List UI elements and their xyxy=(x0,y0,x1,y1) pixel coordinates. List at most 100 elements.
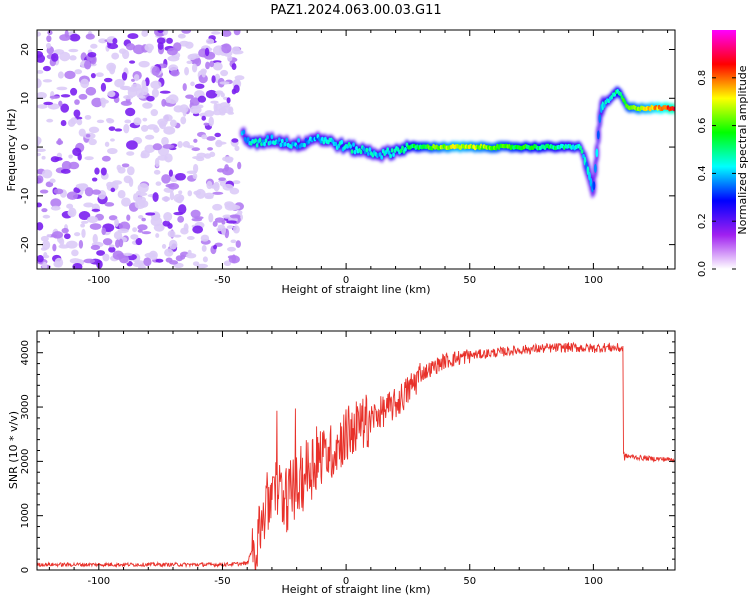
noise-blob xyxy=(45,181,54,188)
noise-blob xyxy=(121,49,130,60)
noise-blob xyxy=(237,210,243,215)
trace-core-cell xyxy=(404,146,407,152)
noise-blob xyxy=(162,144,175,149)
noise-blob xyxy=(141,217,146,222)
trace-core-cell xyxy=(320,136,324,142)
noise-blob xyxy=(91,177,98,182)
colorbar-ticks: 0.0 0.2 0.4 0.6 0.8 xyxy=(697,70,736,277)
noise-blob xyxy=(46,35,52,43)
noise-blob xyxy=(138,95,146,99)
noise-blob xyxy=(150,109,159,117)
trace-core-cell xyxy=(623,100,627,105)
noise-blob xyxy=(84,114,92,120)
noise-blob xyxy=(196,263,209,269)
noise-blob xyxy=(142,102,153,109)
noise-blob xyxy=(91,189,102,195)
noise-blob xyxy=(154,157,160,168)
noise-blob xyxy=(88,138,97,146)
noise-blob xyxy=(37,202,42,208)
noise-blob xyxy=(205,38,215,45)
noise-blob xyxy=(186,170,198,175)
noise-blob xyxy=(195,156,205,162)
noise-blob xyxy=(137,192,148,196)
noise-blob xyxy=(43,101,54,106)
noise-blob xyxy=(226,246,237,252)
noise-blob xyxy=(80,78,90,89)
noise-blob xyxy=(155,181,162,186)
noise-blob xyxy=(175,196,184,204)
noise-blob xyxy=(66,203,74,209)
noise-blob xyxy=(220,69,229,77)
noise-blob xyxy=(184,66,190,76)
noise-blob xyxy=(91,97,103,108)
noise-blob xyxy=(132,227,138,233)
noise-blob xyxy=(57,138,62,146)
noise-blob xyxy=(161,196,171,202)
noise-blob xyxy=(162,114,173,122)
noise-blob xyxy=(169,119,177,127)
noise-blob xyxy=(221,225,226,236)
noise-blob xyxy=(115,239,120,248)
noise-blob xyxy=(214,132,221,138)
noise-blob xyxy=(128,60,136,64)
colorbar-tick-label: 0.2 xyxy=(697,213,708,229)
noise-blob xyxy=(76,118,83,126)
noise-blob xyxy=(133,117,142,126)
noise-blob xyxy=(100,82,107,92)
noise-blob xyxy=(104,141,110,147)
noise-blob xyxy=(37,254,44,263)
noise-blob xyxy=(177,33,186,39)
noise-blob xyxy=(187,54,197,61)
noise-blob xyxy=(69,33,81,42)
trace-core-cell xyxy=(592,181,596,191)
noise-blob xyxy=(100,167,107,176)
trace-core-cell xyxy=(255,143,259,148)
noise-blob xyxy=(202,256,208,263)
noise-blob xyxy=(223,260,232,267)
y-tick-label: 1000 xyxy=(20,503,31,528)
noise-blob xyxy=(144,134,155,140)
noise-blob xyxy=(219,81,230,85)
trace-core-cell xyxy=(246,136,250,142)
trace-core-cell xyxy=(283,141,287,147)
noise-blob xyxy=(230,239,237,244)
trace-core-cell xyxy=(285,137,289,143)
noise-blob xyxy=(92,233,98,244)
noise-blob xyxy=(81,228,86,238)
noise-blob xyxy=(226,220,237,224)
spectrogram-frame xyxy=(36,29,676,270)
noise-blob xyxy=(50,198,62,208)
noise-blob xyxy=(73,186,81,194)
noise-blob xyxy=(168,64,179,72)
noise-blob xyxy=(41,155,46,160)
noise-blob xyxy=(112,250,124,260)
y-tick-label: 4000 xyxy=(20,340,31,365)
snr-y-ticks: 0 1000 2000 3000 4000 xyxy=(20,340,675,573)
noise-blob xyxy=(135,237,143,246)
spectrogram-ylabel: Frequency (Hz) xyxy=(5,109,18,192)
noise-blob xyxy=(49,95,60,99)
noise-blob xyxy=(218,107,227,114)
noise-blob xyxy=(229,214,241,219)
noise-blob xyxy=(123,252,133,256)
noise-blob xyxy=(141,30,149,37)
noise-blob xyxy=(106,147,118,155)
trace-core-cell xyxy=(263,141,266,147)
noise-blob xyxy=(153,126,160,133)
trace-core-cell xyxy=(672,106,675,112)
noise-blob xyxy=(164,153,173,163)
noise-blob xyxy=(198,74,208,84)
noise-blob xyxy=(94,167,100,175)
x-tick-label: -100 xyxy=(87,576,110,587)
noise-blob xyxy=(126,151,135,156)
noise-blob xyxy=(49,178,56,184)
noise-blob xyxy=(67,209,75,217)
x-tick-label: 50 xyxy=(463,576,476,587)
noise-blob xyxy=(153,213,161,218)
y-tick-label: 3000 xyxy=(20,394,31,419)
noise-blob xyxy=(46,234,52,238)
noise-blob xyxy=(167,230,176,238)
noise-blob xyxy=(84,156,94,161)
noise-blob xyxy=(69,55,77,61)
noise-blob xyxy=(234,145,240,152)
